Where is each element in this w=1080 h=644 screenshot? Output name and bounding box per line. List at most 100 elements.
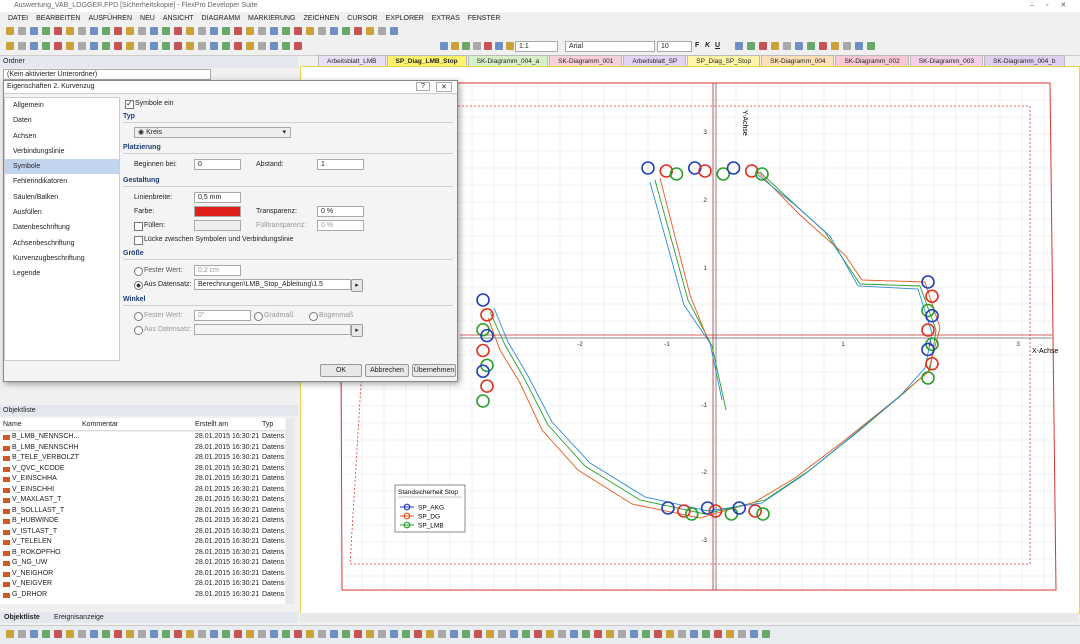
- toolbar-button[interactable]: [618, 630, 626, 638]
- document-tab[interactable]: Arbeitsblatt_SP: [623, 55, 687, 67]
- nav-item[interactable]: Achsen: [13, 132, 37, 140]
- toolbar-button[interactable]: [198, 630, 206, 638]
- toolbar-button[interactable]: [42, 630, 50, 638]
- toolbar-button[interactable]: [42, 42, 50, 50]
- menu-item[interactable]: EXTRAS: [431, 15, 460, 22]
- toolbar-button[interactable]: [102, 42, 110, 50]
- toolbar-button[interactable]: [150, 42, 158, 50]
- scrollbar[interactable]: [286, 418, 294, 604]
- checkbox[interactable]: [134, 222, 143, 231]
- menu-item[interactable]: DIAGRAMM: [201, 15, 241, 22]
- toolbar-button[interactable]: [282, 630, 290, 638]
- toolbar-button[interactable]: [378, 27, 386, 35]
- toolbar-button[interactable]: [330, 27, 338, 35]
- toolbar-button[interactable]: [258, 27, 266, 35]
- color-picker[interactable]: [194, 206, 241, 217]
- radio[interactable]: [134, 326, 143, 335]
- toolbar-button[interactable]: [66, 27, 74, 35]
- toolbar-button[interactable]: [138, 42, 146, 50]
- toolbar-button[interactable]: [162, 42, 170, 50]
- toolbar-button[interactable]: [558, 630, 566, 638]
- ok-button[interactable]: OK: [320, 364, 362, 377]
- toolbar-button[interactable]: [462, 42, 470, 50]
- toolbar-button[interactable]: [473, 42, 481, 50]
- menu-item[interactable]: EXPLORER: [385, 15, 424, 22]
- folder-combo[interactable]: (Kein aktivierter Unterordner): [3, 69, 211, 80]
- toolbar-button[interactable]: [378, 630, 386, 638]
- toolbar-button[interactable]: [258, 42, 266, 50]
- nav-item[interactable]: Verbindungslinie: [13, 147, 65, 155]
- menu-item[interactable]: ZEICHNEN: [303, 15, 340, 22]
- toolbar-button[interactable]: [354, 630, 362, 638]
- toolbar-button[interactable]: [222, 630, 230, 638]
- toolbar-button[interactable]: [318, 27, 326, 35]
- toolbar-button[interactable]: [150, 27, 158, 35]
- toolbar-button[interactable]: [318, 630, 326, 638]
- toolbar-button[interactable]: [594, 630, 602, 638]
- toolbar-button[interactable]: [831, 42, 839, 50]
- nav-item[interactable]: Legende: [13, 270, 41, 278]
- browse-button[interactable]: ▸: [351, 324, 363, 337]
- toolbar-button[interactable]: [138, 630, 146, 638]
- toolbar-button[interactable]: [174, 630, 182, 638]
- toolbar-button[interactable]: [234, 42, 242, 50]
- toolbar-button[interactable]: [390, 630, 398, 638]
- panel-tab[interactable]: Ereignisanzeige: [54, 614, 104, 621]
- toolbar-button[interactable]: [474, 630, 482, 638]
- toolbar-button[interactable]: [450, 630, 458, 638]
- radio[interactable]: [309, 312, 318, 321]
- dataset-combo[interactable]: Berechnungen\LMB_Stop_Ableitung\1.5: [194, 279, 351, 290]
- toolbar-button[interactable]: [186, 27, 194, 35]
- nav-item[interactable]: Allgemein: [13, 102, 44, 109]
- menu-item[interactable]: AUSFÜHREN: [88, 15, 133, 22]
- panel-tab[interactable]: Objektliste: [4, 614, 40, 621]
- toolbar-button[interactable]: [498, 630, 506, 638]
- toolbar-button[interactable]: [795, 42, 803, 50]
- toolbar-button[interactable]: [843, 42, 851, 50]
- toolbar-button[interactable]: [30, 27, 38, 35]
- cancel-button[interactable]: Abbrechen: [365, 364, 409, 377]
- toolbar-button[interactable]: [522, 630, 530, 638]
- toolbar-button[interactable]: [762, 630, 770, 638]
- toolbar-button[interactable]: [702, 630, 710, 638]
- nav-item[interactable]: Daten: [13, 117, 32, 125]
- spin-input[interactable]: 1: [317, 159, 364, 170]
- toolbar-button[interactable]: [546, 630, 554, 638]
- toolbar-button[interactable]: [570, 630, 578, 638]
- toolbar-button[interactable]: [18, 42, 26, 50]
- italic-button[interactable]: K: [705, 42, 711, 49]
- column-header[interactable]: Kommentar: [82, 421, 119, 428]
- toolbar-button[interactable]: [342, 630, 350, 638]
- nav-item[interactable]: Ausfüllen: [13, 209, 42, 217]
- toolbar-button[interactable]: [484, 42, 492, 50]
- toolbar-button[interactable]: [738, 630, 746, 638]
- document-tab[interactable]: SP_Diag_SP_Stop: [687, 55, 761, 67]
- toolbar-button[interactable]: [438, 630, 446, 638]
- column-header[interactable]: Erstellt am: [195, 421, 229, 428]
- toolbar-button[interactable]: [246, 42, 254, 50]
- toolbar-button[interactable]: [42, 27, 50, 35]
- toolbar-button[interactable]: [747, 42, 755, 50]
- toolbar-button[interactable]: [726, 630, 734, 638]
- underline-button[interactable]: U: [715, 42, 721, 49]
- toolbar-button[interactable]: [294, 42, 302, 50]
- toolbar-button[interactable]: [102, 27, 110, 35]
- toolbar-button[interactable]: [630, 630, 638, 638]
- toolbar-button[interactable]: [402, 630, 410, 638]
- menu-item[interactable]: ANSICHT: [162, 15, 194, 22]
- toolbar-button[interactable]: [210, 27, 218, 35]
- toolbar-button[interactable]: [867, 42, 875, 50]
- toolbar-button[interactable]: [510, 630, 518, 638]
- toolbar-button[interactable]: [210, 42, 218, 50]
- toolbar-button[interactable]: [54, 27, 62, 35]
- toolbar-button[interactable]: [855, 42, 863, 50]
- column-header[interactable]: Name: [3, 421, 22, 428]
- spin-input[interactable]: 0: [194, 159, 241, 170]
- font-combo[interactable]: Arial: [565, 41, 655, 52]
- toolbar-button[interactable]: [282, 27, 290, 35]
